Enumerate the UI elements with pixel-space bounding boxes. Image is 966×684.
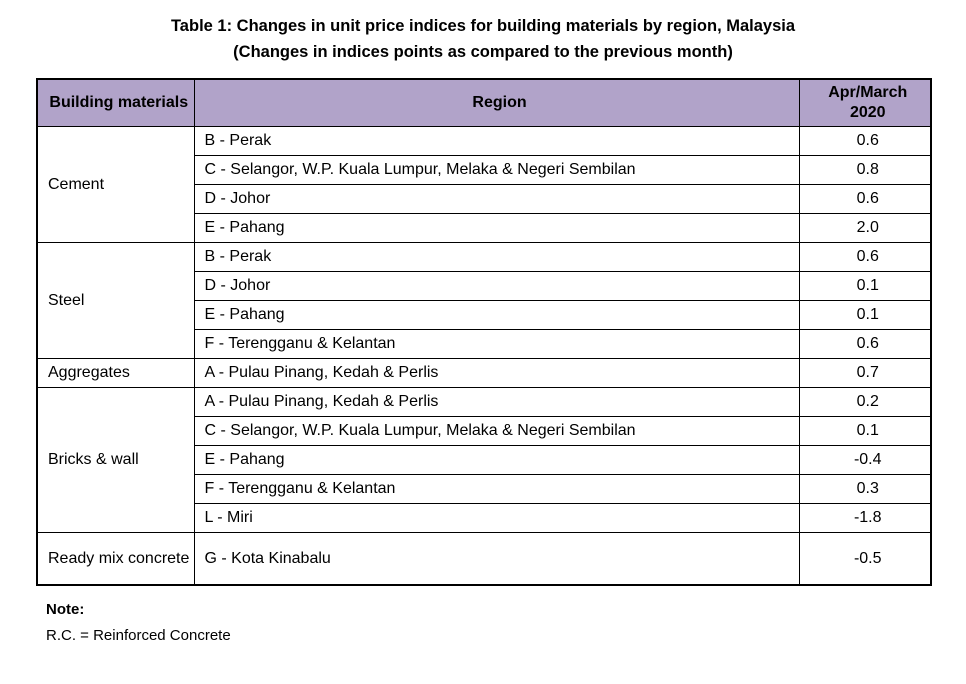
table-row: C - Selangor, W.P. Kuala Lumpur, Melaka … bbox=[37, 155, 932, 185]
value-cell: 0.1 bbox=[798, 271, 932, 301]
value-cell: 0.1 bbox=[798, 416, 932, 446]
region-cell: L - Miri bbox=[193, 503, 800, 533]
material-cell-steel: Steel bbox=[36, 242, 195, 359]
value-cell: 0.8 bbox=[798, 155, 932, 185]
table-row: D - Johor 0.1 bbox=[37, 271, 932, 301]
table-title-block: Table 1: Changes in unit price indices f… bbox=[0, 14, 966, 65]
region-cell: G - Kota Kinabalu bbox=[193, 532, 800, 586]
material-cell-bricks-wall: Bricks & wall bbox=[36, 387, 195, 533]
value-cell: 0.2 bbox=[798, 387, 932, 417]
table-row: E - Pahang 0.1 bbox=[37, 300, 932, 330]
header-row: Building materials Region Apr/March 2020 bbox=[36, 78, 932, 127]
region-cell: A - Pulau Pinang, Kedah & Perlis bbox=[193, 358, 800, 388]
table-row: F - Terengganu & Kelantan 0.3 bbox=[37, 474, 932, 504]
page-subtitle: (Changes in indices points as compared t… bbox=[233, 42, 733, 61]
region-cell: C - Selangor, W.P. Kuala Lumpur, Melaka … bbox=[193, 416, 800, 446]
region-cell: F - Terengganu & Kelantan bbox=[193, 329, 800, 359]
value-cell: 0.6 bbox=[798, 329, 932, 359]
region-cell: E - Pahang bbox=[193, 213, 800, 243]
region-cell: B - Perak bbox=[193, 126, 800, 156]
note-text: R.C. = Reinforced Concrete bbox=[46, 627, 231, 645]
page-title: Table 1: Changes in unit price indices f… bbox=[170, 17, 796, 35]
value-cell: -0.5 bbox=[798, 532, 932, 586]
value-cell: -0.4 bbox=[798, 445, 932, 475]
value-cell: 0.6 bbox=[798, 242, 932, 272]
region-cell: D - Johor bbox=[193, 271, 800, 301]
table-row: Cement B - Perak 0.6 bbox=[36, 126, 932, 243]
table-row: E - Pahang 2.0 bbox=[37, 213, 932, 243]
table-row: L - Miri -1.8 bbox=[37, 503, 932, 533]
region-cell: B - Perak bbox=[193, 242, 800, 272]
value-cell: -1.8 bbox=[798, 503, 932, 533]
value-cell: 0.6 bbox=[798, 126, 932, 156]
value-cell: 0.1 bbox=[798, 300, 932, 330]
material-cell-cement: Cement bbox=[36, 126, 195, 243]
region-cell: F - Terengganu & Kelantan bbox=[193, 474, 800, 504]
material-cell-ready-mix-concrete: Ready mix concrete bbox=[36, 532, 195, 586]
table-row: Aggregates A - Pulau Pinang, Kedah & Per… bbox=[36, 358, 932, 388]
note-block: Note: R.C. = Reinforced Concrete bbox=[46, 597, 231, 650]
region-cell: A - Pulau Pinang, Kedah & Perlis bbox=[193, 387, 800, 417]
region-cell: D - Johor bbox=[193, 184, 800, 214]
value-cell: 0.7 bbox=[798, 358, 932, 388]
table-row: C - Selangor, W.P. Kuala Lumpur, Melaka … bbox=[37, 416, 932, 446]
region-cell: E - Pahang bbox=[193, 300, 800, 330]
table-row: E - Pahang -0.4 bbox=[37, 445, 932, 475]
note-label: Note: bbox=[46, 601, 85, 618]
region-cell: E - Pahang bbox=[193, 445, 800, 475]
table-row: Bricks & wall A - Pulau Pinang, Kedah & … bbox=[36, 387, 932, 533]
building-materials-table: Building materials Region Apr/March 2020… bbox=[36, 78, 932, 586]
material-cell-aggregates: Aggregates bbox=[36, 358, 195, 388]
table-row: F - Terengganu & Kelantan 0.6 bbox=[37, 329, 932, 359]
column-header-region: Region bbox=[193, 78, 800, 127]
column-header-apr-march-2020: Apr/March 2020 bbox=[798, 78, 932, 127]
value-cell: 0.3 bbox=[798, 474, 932, 504]
table-row: Steel B - Perak 0.6 bbox=[36, 242, 932, 359]
table-row: Ready mix concrete G - Kota Kinabalu -0.… bbox=[36, 532, 932, 586]
column-header-building-materials: Building materials bbox=[36, 78, 195, 127]
value-cell: 2.0 bbox=[798, 213, 932, 243]
value-cell: 0.6 bbox=[798, 184, 932, 214]
region-cell: C - Selangor, W.P. Kuala Lumpur, Melaka … bbox=[193, 155, 800, 185]
